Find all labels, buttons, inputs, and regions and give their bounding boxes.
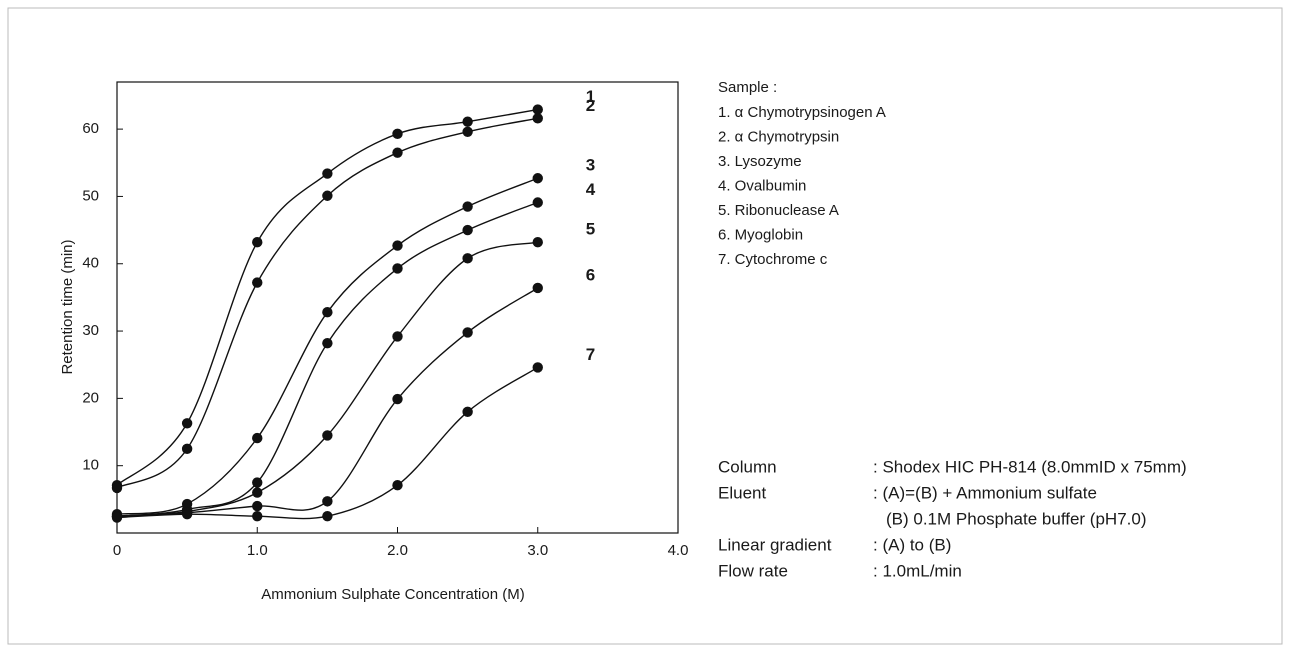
data-point	[532, 113, 543, 124]
data-point	[462, 327, 473, 338]
data-point	[462, 116, 473, 127]
x-axis-label: Ammonium Sulphate Concentration (M)	[261, 586, 524, 603]
series-label: 3	[586, 156, 595, 175]
condition-value: (B) 0.1M Phosphate buffer (pH7.0)	[886, 509, 1147, 528]
data-point	[392, 480, 403, 491]
data-point	[252, 277, 263, 288]
data-point	[462, 253, 473, 264]
frame	[7, 7, 1283, 645]
y-tick-label: 20	[82, 389, 99, 406]
series-label: 6	[586, 265, 595, 284]
series-label: 4	[586, 180, 596, 199]
series-label: 7	[586, 345, 595, 364]
x-tick-label: 4.0	[668, 542, 689, 559]
sample-item: 1. α Chymotrypsinogen A	[718, 104, 886, 121]
data-point	[252, 477, 263, 488]
condition-value: : 1.0mL/min	[873, 561, 962, 580]
x-tick-label: 1.0	[247, 542, 268, 559]
y-tick-label: 30	[82, 322, 99, 339]
data-point	[532, 104, 543, 115]
y-tick-label: 60	[82, 120, 99, 137]
x-tick-label: 0	[113, 542, 121, 559]
data-point	[532, 237, 543, 248]
sample-item: 4. Ovalbumin	[718, 177, 806, 194]
sample-title: Sample :	[718, 79, 777, 96]
data-point	[322, 168, 333, 179]
x-tick-label: 2.0	[387, 542, 408, 559]
y-axis-label: Retention time (min)	[59, 239, 76, 374]
series-line	[116, 287, 539, 517]
data-point	[392, 240, 403, 251]
data-point	[462, 126, 473, 138]
series-label: 2	[586, 96, 595, 115]
condition-label: Flow rate	[718, 561, 788, 580]
data-point	[462, 406, 473, 418]
condition-value: : Shodex HIC PH-814 (8.0mmID x 75mm)	[873, 457, 1187, 476]
series-line	[116, 366, 539, 520]
condition-value: : (A)=(B) + Ammonium sulfate	[873, 483, 1097, 502]
data-point	[462, 224, 473, 236]
data-point	[181, 443, 193, 455]
condition-label: Linear gradient	[718, 535, 832, 554]
data-point	[532, 362, 543, 373]
data-point	[322, 337, 333, 349]
data-point	[322, 430, 333, 441]
data-point	[532, 173, 543, 184]
data-point	[181, 508, 193, 520]
series-label: 1	[586, 87, 595, 106]
series-line	[116, 241, 538, 517]
condition-value: : (A) to (B)	[873, 535, 951, 554]
data-point	[392, 393, 403, 405]
data-point	[252, 510, 263, 522]
data-point	[252, 500, 263, 512]
sample-item: 5. Ribonuclease A	[718, 202, 839, 219]
data-point	[111, 512, 123, 523]
data-point	[392, 331, 403, 342]
data-point	[392, 147, 403, 158]
y-tick-label: 50	[82, 187, 99, 204]
series-label: 5	[586, 220, 595, 239]
series-line	[116, 201, 539, 517]
data-point	[322, 496, 333, 507]
condition-label: Eluent	[718, 483, 766, 502]
data-point	[252, 487, 263, 498]
y-tick-label: 10	[82, 457, 99, 474]
data-point	[111, 482, 123, 494]
data-point	[462, 201, 473, 212]
condition-label: Column	[718, 457, 777, 476]
x-tick-label: 3.0	[527, 542, 548, 559]
data-point	[252, 432, 263, 444]
data-point	[252, 237, 263, 248]
data-point	[181, 418, 193, 429]
data-point	[532, 197, 543, 208]
sample-item: 6. Myoglobin	[718, 226, 803, 243]
data-point	[322, 307, 333, 318]
sample-item: 7. Cytochrome c	[718, 251, 828, 268]
data-point	[322, 510, 333, 522]
data-point	[322, 190, 333, 201]
sample-item: 2. α Chymotrypsin	[718, 128, 839, 145]
y-tick-label: 40	[82, 255, 99, 272]
data-point	[392, 128, 403, 140]
data-point	[392, 263, 403, 274]
sample-item: 3. Lysozyme	[718, 153, 802, 170]
data-point	[532, 282, 543, 294]
series-line	[116, 108, 538, 486]
